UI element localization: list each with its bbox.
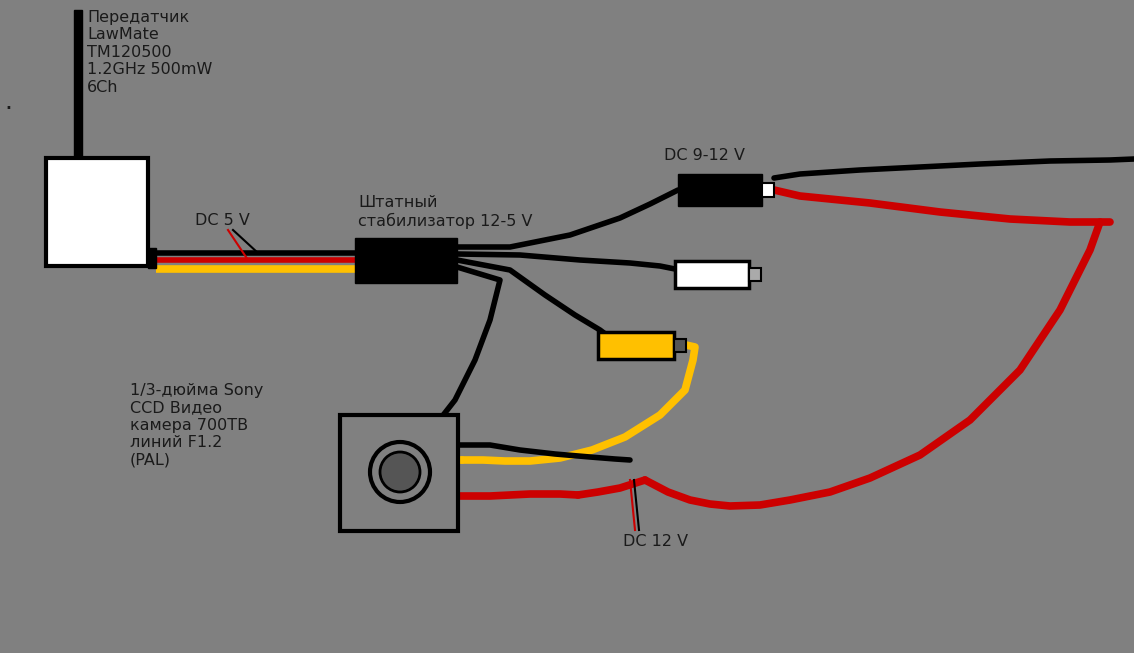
Bar bbox=[598, 332, 674, 359]
Bar bbox=[74, 10, 82, 158]
Bar bbox=[355, 238, 457, 283]
Text: DC 9-12 V: DC 9-12 V bbox=[665, 148, 745, 163]
Bar bbox=[675, 261, 748, 288]
Bar bbox=[149, 248, 156, 268]
Text: Передатчик
LawMate
TM120500
1.2GHz 500mW
6Ch: Передатчик LawMate TM120500 1.2GHz 500mW… bbox=[87, 10, 212, 95]
Bar bbox=[678, 174, 762, 206]
Text: 1/3-дюйма Sony
CCD Видео
камера 700ТВ
линий F1.2
(PAL): 1/3-дюйма Sony CCD Видео камера 700ТВ ли… bbox=[130, 383, 263, 468]
Bar bbox=[762, 183, 775, 197]
Bar bbox=[674, 339, 686, 352]
Bar bbox=[46, 158, 149, 266]
Text: Штатный
стабилизатор 12-5 V: Штатный стабилизатор 12-5 V bbox=[358, 195, 533, 229]
Circle shape bbox=[380, 452, 420, 492]
Text: DC 5 V: DC 5 V bbox=[195, 213, 249, 228]
Bar bbox=[340, 415, 458, 531]
Text: DC 12 V: DC 12 V bbox=[623, 534, 688, 549]
Text: .: . bbox=[5, 90, 12, 114]
Bar bbox=[748, 268, 761, 281]
Circle shape bbox=[370, 442, 430, 502]
